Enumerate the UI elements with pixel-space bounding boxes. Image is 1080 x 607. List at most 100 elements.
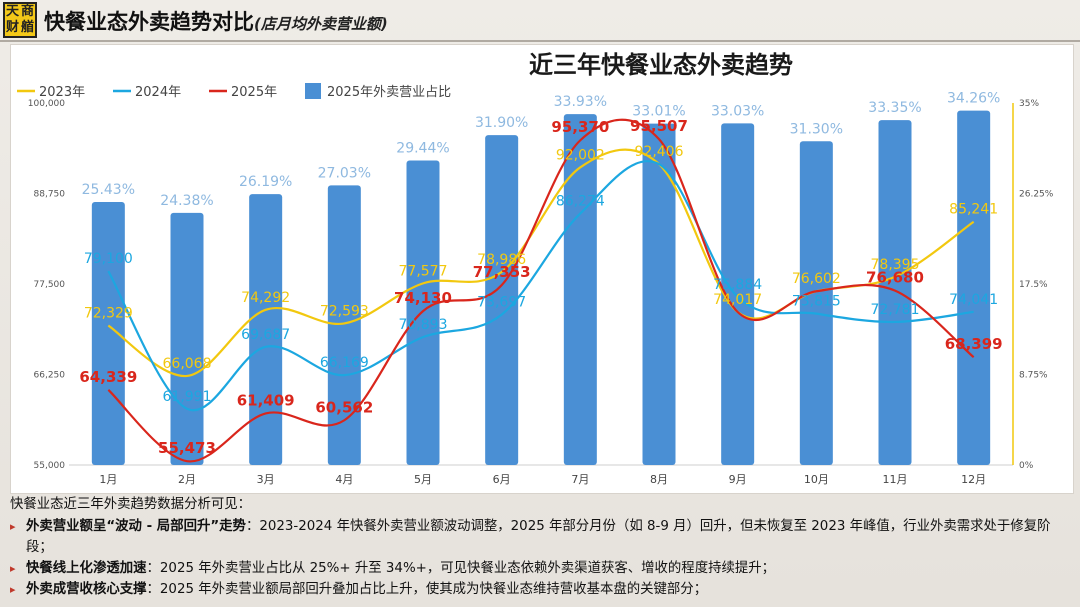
line-data-label: 61,991 bbox=[163, 389, 212, 405]
bar-share bbox=[91, 201, 125, 465]
line-series-2024 bbox=[107, 160, 974, 412]
analysis-section: 快餐业态近三年外卖趋势数据分析可见： ▸ 外卖营业额呈“波动 - 局部回升”走势… bbox=[10, 494, 1072, 600]
bar-share bbox=[327, 185, 361, 466]
y-right-tick-label: 35% bbox=[1019, 99, 1039, 109]
line-data-label: 72,329 bbox=[84, 306, 133, 322]
analysis-point-text: ：2023-2024 年快餐外卖营业额波动调整，2025 年部分月份（如 8-9… bbox=[26, 519, 1051, 555]
y-left-tick-label: 66,250 bbox=[34, 371, 66, 381]
bar-share bbox=[485, 135, 519, 465]
bullet-icon: ▸ bbox=[10, 562, 16, 575]
line-data-label: 92,406 bbox=[635, 144, 684, 160]
line-data-label: 95,370 bbox=[551, 118, 609, 136]
analysis-point-text: ：2025 年外卖营业额局部回升叠加占比上升，使其成为快餐业态维持营收基本盘的关… bbox=[146, 582, 708, 597]
legend-bar-icon bbox=[305, 83, 321, 99]
line-data-label: 66,169 bbox=[320, 355, 369, 371]
chart-card: 55,000 66,250 77,500 88,750 100,000 0% 8.75% 17… bbox=[10, 44, 1074, 494]
page-subtitle: (店月均外卖营业额) bbox=[254, 15, 388, 33]
bar-data-label: 31.30% bbox=[790, 121, 843, 137]
bar-share bbox=[957, 110, 991, 465]
bar-share bbox=[249, 194, 283, 465]
line-data-label: 64,339 bbox=[79, 368, 137, 386]
y-right-tick-label: 0% bbox=[1019, 461, 1034, 471]
chart-title: 近三年快餐业态外卖趋势 bbox=[529, 51, 793, 79]
line-data-label: 73,697 bbox=[477, 295, 526, 311]
header-divider bbox=[0, 40, 1080, 42]
line-data-label: 73,815 bbox=[792, 294, 841, 310]
bar-data-label: 33.35% bbox=[868, 100, 921, 116]
bar-data-label: 27.03% bbox=[318, 165, 371, 181]
bar-data-label: 24.38% bbox=[160, 193, 213, 209]
legend-label: 2025年外卖营业占比 bbox=[327, 85, 451, 100]
line-data-label: 79,100 bbox=[84, 251, 133, 267]
x-tick-label: 7月 bbox=[571, 473, 589, 486]
x-tick-label: 4月 bbox=[335, 473, 353, 486]
line-data-label: 69,687 bbox=[241, 327, 290, 343]
line-data-label: 74,130 bbox=[394, 289, 452, 307]
line-data-label: 95,507 bbox=[630, 117, 688, 135]
line-data-label: 74,041 bbox=[949, 292, 998, 308]
logo-char: 艏 bbox=[20, 20, 34, 35]
bar-data-label: 29.44% bbox=[396, 141, 449, 157]
x-tick-label: 6月 bbox=[493, 473, 511, 486]
line-data-label: 74,017 bbox=[713, 292, 762, 308]
line-data-label: 74,292 bbox=[241, 290, 290, 306]
line-data-label: 72,593 bbox=[320, 303, 369, 319]
analysis-point-key: 快餐线上化渗透加速 bbox=[26, 561, 147, 576]
y-left-tick-label: 55,000 bbox=[34, 461, 66, 471]
x-tick-label: 1月 bbox=[99, 473, 117, 486]
bar-data-label: 25.43% bbox=[82, 182, 135, 198]
line-data-label: 72,781 bbox=[871, 302, 920, 318]
line-data-label: 78,986 bbox=[477, 252, 526, 268]
x-tick-label: 10月 bbox=[804, 473, 829, 486]
line-data-label: 66,068 bbox=[163, 356, 212, 372]
line-data-label: 76,602 bbox=[792, 271, 841, 287]
x-tick-label: 9月 bbox=[729, 473, 747, 486]
bar-share bbox=[878, 120, 912, 466]
page-title: 快餐业态外卖趋势对比(店月均外卖营业额) bbox=[44, 6, 388, 36]
logo-char: 商 bbox=[20, 4, 34, 19]
bar-data-label: 34.26% bbox=[947, 91, 1000, 107]
bullet-icon: ▸ bbox=[10, 520, 16, 533]
legend-label: 2025年 bbox=[231, 85, 277, 100]
bar-share bbox=[563, 114, 597, 465]
bar-share bbox=[642, 123, 676, 466]
x-tick-label: 8月 bbox=[650, 473, 668, 486]
bar-data-label: 33.03% bbox=[711, 103, 764, 119]
analysis-point: ▸ 外卖成营收核心支撑：2025 年外卖营业额局部回升叠加占比上升，使其成为快餐… bbox=[10, 579, 1072, 600]
x-tick-label: 2月 bbox=[178, 473, 196, 486]
line-data-label: 70,893 bbox=[399, 317, 448, 333]
bar-data-label: 26.19% bbox=[239, 174, 292, 190]
bar-data-label: 33.01% bbox=[632, 104, 685, 120]
y-left-tick-label: 77,500 bbox=[34, 280, 66, 290]
analysis-point-text: ：2025 年外卖营业占比从 25%+ 升至 34%+，可见快餐业态依赖外卖渠道… bbox=[146, 561, 776, 576]
bullet-icon: ▸ bbox=[10, 583, 16, 596]
y-right-tick-label: 17.5% bbox=[1019, 280, 1048, 290]
x-tick-label: 3月 bbox=[257, 473, 275, 486]
analysis-point: ▸ 快餐线上化渗透加速：2025 年外卖营业占比从 25%+ 升至 34%+，可… bbox=[10, 558, 1072, 579]
line-data-label: 77,353 bbox=[473, 263, 531, 281]
page-title-text: 快餐业态外卖趋势对比 bbox=[44, 10, 254, 34]
bar-share bbox=[799, 141, 833, 466]
y-left-tick-label: 100,000 bbox=[28, 99, 65, 109]
brand-logo: 天 商 财 艏 bbox=[3, 2, 37, 38]
line-data-label: 78,395 bbox=[871, 257, 920, 273]
line-series-2025 bbox=[107, 118, 975, 463]
y-right-tick-label: 26.25% bbox=[1019, 190, 1054, 200]
line-data-label: 76,680 bbox=[866, 269, 924, 287]
x-tick-label: 5月 bbox=[414, 473, 432, 486]
logo-char: 天 bbox=[5, 4, 19, 19]
analysis-point: ▸ 外卖营业额呈“波动 - 局部回升”走势：2023-2024 年快餐外卖营业额… bbox=[10, 516, 1072, 558]
analysis-point-key: 外卖营业额呈“波动 - 局部回升”走势 bbox=[26, 519, 246, 534]
analysis-intro: 快餐业态近三年外卖趋势数据分析可见： bbox=[10, 497, 252, 512]
line-data-label: 68,399 bbox=[945, 335, 1003, 353]
bar-data-label: 31.90% bbox=[475, 115, 528, 131]
bar-share bbox=[406, 160, 440, 465]
line-data-label: 77,577 bbox=[399, 263, 448, 279]
combo-chart: 55,000 66,250 77,500 88,750 100,000 0% 8.75% 17… bbox=[17, 51, 1054, 486]
line-data-label: 92,002 bbox=[556, 147, 605, 163]
bar-share bbox=[170, 212, 204, 465]
legend-label: 2023年 bbox=[39, 85, 85, 100]
line-data-label: 61,409 bbox=[237, 391, 295, 409]
line-data-label: 85,241 bbox=[949, 202, 998, 218]
x-tick-label: 11月 bbox=[883, 473, 908, 486]
